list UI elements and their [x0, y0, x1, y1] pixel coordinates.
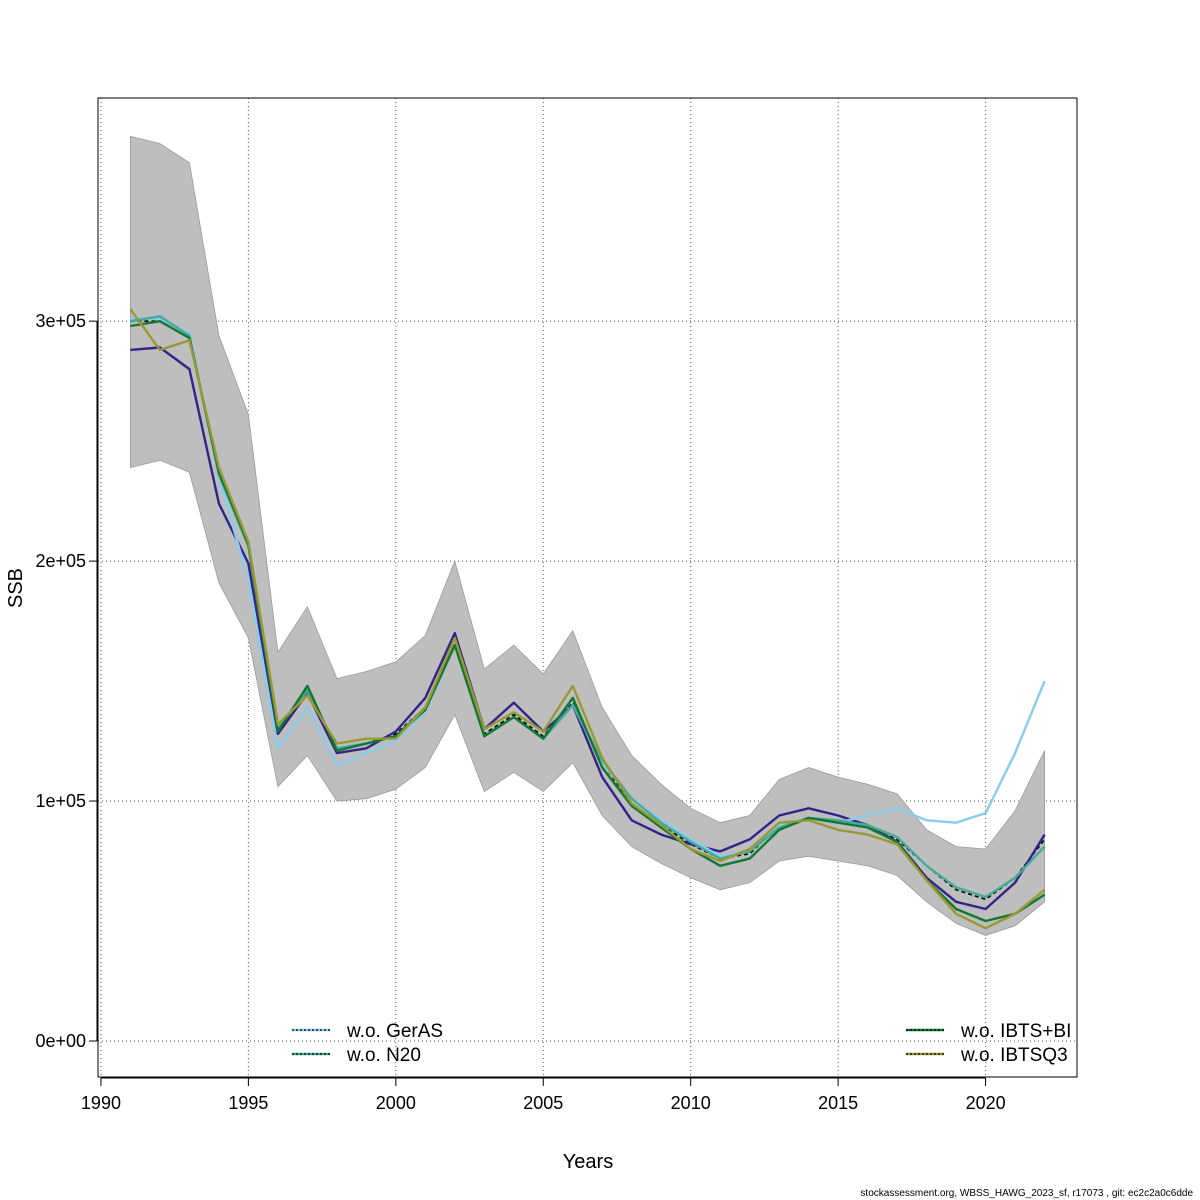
legend-label: w.o. GerAS: [346, 1021, 443, 1042]
y-tick-label: 1e+05: [35, 791, 86, 811]
legend-label: w.o. N20: [346, 1045, 421, 1066]
legend-item: w.o. N20: [292, 1045, 421, 1066]
y-tick-label: 0e+00: [35, 1031, 86, 1051]
legend: w.o. GerAS w.o. N20 w.o. IBTS+BI w.o. IBTSQ…: [292, 1021, 1071, 1066]
x-tick-label: 2000: [376, 1093, 416, 1113]
y-axis-label: SSB: [5, 568, 27, 608]
y-axis: 0e+00 1e+05 2e+05 3e+05: [35, 311, 98, 1051]
y-tick-label: 2e+05: [35, 551, 86, 571]
series-line-4: [130, 320, 1046, 923]
legend-label: w.o. IBTSQ3: [960, 1045, 1068, 1066]
x-tick-label: 2010: [671, 1093, 711, 1113]
x-tick-label: 2005: [523, 1093, 563, 1113]
series-lines: [129, 308, 1046, 930]
legend-item: w.o. IBTSQ3: [906, 1045, 1068, 1066]
x-tick-label: 2020: [966, 1093, 1006, 1113]
legend-item: w.o. IBTS+BI: [906, 1021, 1071, 1042]
footer-credit: stockassessment.org, WBSS_HAWG_2023_sf, …: [860, 1188, 1193, 1199]
y-tick-label: 3e+05: [35, 311, 86, 331]
plot-frame: [97, 97, 1078, 1078]
legend-label: w.o. IBTS+BI: [960, 1021, 1071, 1042]
series-line-0: [130, 320, 1046, 901]
x-tick-label: 1990: [81, 1093, 121, 1113]
legend-item: w.o. GerAS: [292, 1021, 443, 1042]
x-tick-label: 1995: [228, 1093, 268, 1113]
series-line-5: [129, 308, 1046, 930]
x-axis: 1990 1995 2000 2005 2010 2015 2020: [81, 1077, 1006, 1113]
x-tick-label: 2015: [818, 1093, 858, 1113]
confidence-band: [130, 135, 1045, 936]
x-axis-label: Years: [563, 1151, 613, 1173]
